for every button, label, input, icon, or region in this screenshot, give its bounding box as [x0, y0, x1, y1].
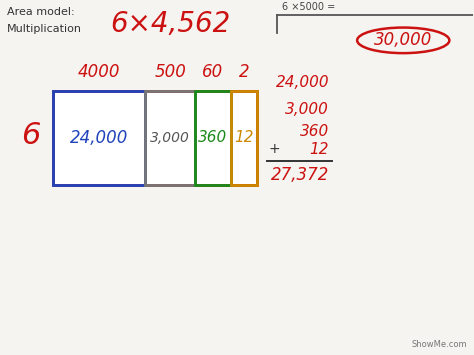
- Text: 60: 60: [202, 63, 224, 81]
- Text: 12: 12: [234, 130, 254, 145]
- Text: 24,000: 24,000: [70, 129, 128, 147]
- Text: 360: 360: [199, 130, 228, 145]
- Text: 30,000: 30,000: [374, 31, 432, 49]
- Text: 500: 500: [154, 63, 186, 81]
- Bar: [231, 91, 257, 185]
- Text: Area model:: Area model:: [7, 7, 74, 17]
- Text: 6: 6: [21, 121, 40, 150]
- Bar: [53, 91, 145, 185]
- Text: 360: 360: [300, 124, 329, 139]
- Text: 2: 2: [239, 63, 249, 81]
- Bar: [195, 91, 231, 185]
- Text: +: +: [268, 142, 280, 156]
- Text: 24,000: 24,000: [275, 75, 329, 90]
- Text: Multiplication: Multiplication: [7, 24, 82, 34]
- Text: 3,000: 3,000: [285, 102, 329, 117]
- Text: 4000: 4000: [78, 63, 120, 81]
- Text: 12: 12: [310, 142, 329, 157]
- Text: ShowMe.com: ShowMe.com: [411, 340, 467, 349]
- Text: 6 ×5000 =: 6 ×5000 =: [283, 2, 336, 12]
- Text: 6×4,562: 6×4,562: [110, 10, 231, 38]
- Bar: [145, 91, 195, 185]
- Text: 3,000: 3,000: [150, 131, 190, 145]
- Bar: [53, 91, 257, 185]
- Text: 27,372: 27,372: [271, 166, 329, 184]
